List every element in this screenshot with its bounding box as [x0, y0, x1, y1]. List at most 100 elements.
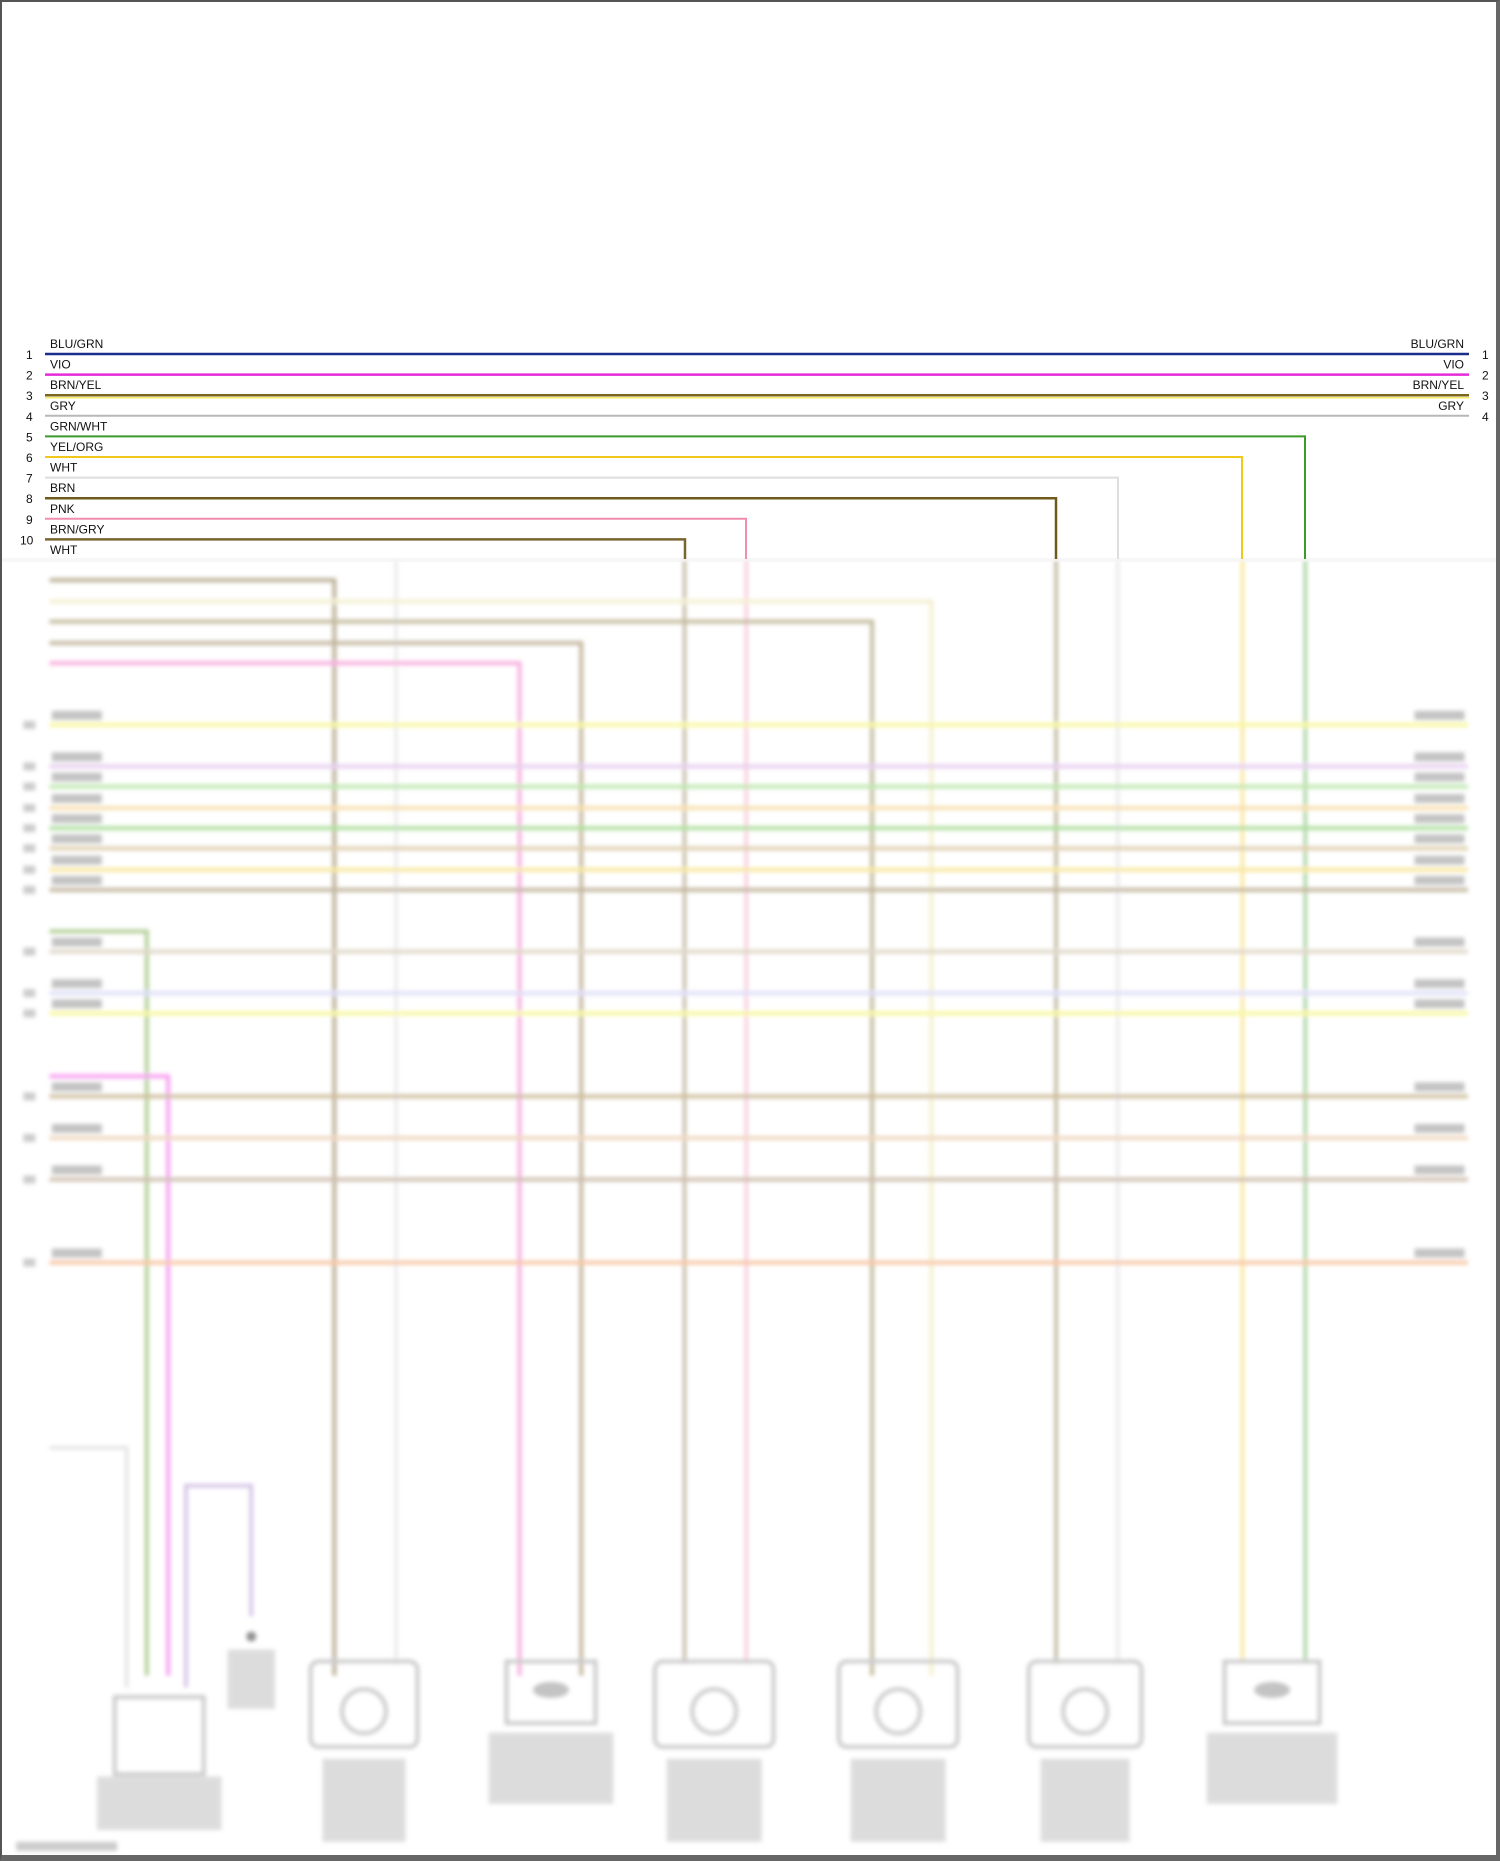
obscured-label [1414, 979, 1465, 989]
obscured-label [51, 793, 102, 803]
wire-color-label: VIO [50, 358, 71, 372]
component-label [666, 1758, 762, 1842]
obscured-pin [23, 865, 36, 874]
obscured-pin [23, 1009, 36, 1018]
obscured-label [51, 875, 102, 885]
obscured-label [51, 710, 102, 720]
sensor-symbol [340, 1687, 389, 1736]
wire-pin-number: 7 [26, 472, 33, 486]
obscured-label [1414, 937, 1465, 947]
obscured-label [51, 937, 102, 947]
obscured-pin [23, 1175, 36, 1184]
sensor-symbol [1254, 1681, 1291, 1698]
obscured-pin [23, 1258, 36, 1267]
wire-pin-number: 9 [26, 513, 33, 527]
wire-color-label-right: BRN/YEL [1413, 378, 1465, 392]
component-label [96, 1776, 222, 1830]
obscured-lower-diagram [16, 559, 1468, 1851]
wire-pin-number: 4 [26, 410, 33, 424]
obscured-wire [49, 619, 875, 1676]
obscured-wire [49, 640, 584, 1676]
component-label [322, 1758, 406, 1842]
obscured-label [51, 855, 102, 865]
obscured-pin [23, 1133, 36, 1142]
wire-color-label: GRN/WHT [50, 419, 108, 433]
wire-color-label: PNK [50, 502, 75, 516]
obscured-label [51, 834, 102, 844]
obscured-label [1414, 752, 1465, 762]
wire-9 [45, 517, 747, 559]
obscured-label [1414, 814, 1465, 824]
wire-color-label-right: BLU/GRN [1411, 337, 1464, 351]
component-label [1206, 1732, 1338, 1804]
wire-color-label: BRN [50, 481, 75, 495]
wire-color-label: YEL/ORG [50, 440, 103, 454]
wire-pin-number: 8 [26, 492, 33, 506]
brake-wear-sensor [1222, 1659, 1322, 1726]
obscured-label [1414, 875, 1465, 885]
stop-brake-switch [112, 1695, 206, 1777]
wire-color-label: BLU/GRN [50, 337, 103, 351]
obscured-footer [16, 1841, 118, 1851]
obscured-wire [49, 661, 522, 1676]
wire-pin-number: 5 [26, 430, 33, 444]
obscured-label [51, 1248, 102, 1258]
obscured-label [1414, 1165, 1465, 1175]
obscured-pin [23, 762, 36, 771]
obscured-label [1414, 999, 1465, 1009]
wire-pin-number-right: 2 [1482, 369, 1489, 383]
brake-wear-sensor [504, 1659, 598, 1726]
obscured-label [51, 772, 102, 782]
component-label [488, 1732, 614, 1804]
obscured-label [1414, 1082, 1465, 1092]
obscured-label [51, 979, 102, 989]
obscured-wire [49, 929, 149, 1676]
wire-color-label: WHT [50, 461, 78, 475]
obscured-pin [23, 720, 36, 729]
ground-point [246, 1631, 257, 1642]
obscured-pin [23, 947, 36, 956]
wheel-speed-sensor [308, 1659, 420, 1749]
obscured-wire [183, 1483, 254, 1688]
obscured-pin [23, 1092, 36, 1101]
wheel-speed-sensor [652, 1659, 776, 1749]
obscured-label [1414, 710, 1465, 720]
wire-7 [45, 476, 1119, 559]
obscured-label [1414, 772, 1465, 782]
wire-color-label: WHT [50, 543, 78, 557]
wire-5 [45, 435, 1306, 559]
obscured-label [1414, 1123, 1465, 1133]
wire-pin-number-right: 3 [1482, 389, 1489, 403]
wire-8 [45, 496, 1058, 559]
obscured-label [51, 999, 102, 1009]
wire-pin-number: 10 [20, 533, 34, 547]
obscured-wire [49, 578, 337, 1676]
obscured-pin [23, 844, 36, 853]
sensor-symbol [690, 1687, 739, 1736]
obscured-wire [49, 599, 934, 1676]
obscured-label [51, 814, 102, 824]
wire-color-label-right: GRY [1438, 399, 1464, 413]
wheel-speed-sensor [836, 1659, 960, 1749]
obscured-label [1414, 793, 1465, 803]
wire-color-label-right: VIO [1443, 358, 1464, 372]
obscured-label [51, 1165, 102, 1175]
sensor-symbol [874, 1687, 923, 1736]
wire-color-label: GRY [50, 399, 76, 413]
obscured-pin [23, 782, 36, 791]
wire-bundle: 1 BLU/GRN BLU/GRN 1 2 VIO VIO 2 3 BRN/YEL BRN/YEL 3… [20, 337, 1489, 559]
obscured-label [51, 752, 102, 762]
wire-color-label: BRN/YEL [50, 378, 102, 392]
obscured-label [1414, 1248, 1465, 1258]
component-label [850, 1758, 946, 1842]
component-label [227, 1649, 276, 1709]
wire-pin-number-right: 4 [1482, 410, 1489, 424]
wire-6 [45, 456, 1243, 559]
obscured-wire [49, 1446, 129, 1688]
obscured-pin [23, 885, 36, 894]
wire-pin-number: 1 [26, 348, 33, 362]
obscured-label [1414, 834, 1465, 844]
obscured-wire [49, 1074, 171, 1676]
